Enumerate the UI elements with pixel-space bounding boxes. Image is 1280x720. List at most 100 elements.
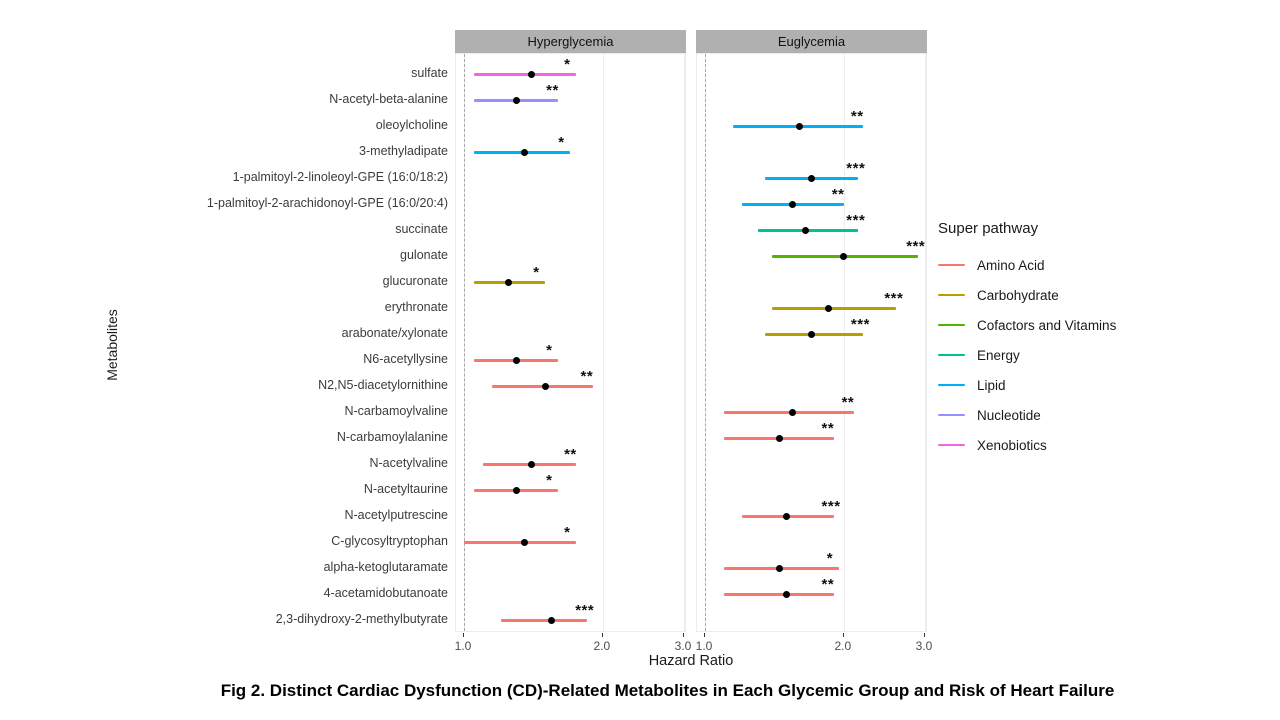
- significance-label: ***: [575, 602, 595, 619]
- metabolite-label: 4-acetamidobutanoate: [323, 586, 448, 600]
- metabolite-label: N6-acetyllysine: [363, 352, 448, 366]
- x-tick-mark: [704, 633, 705, 637]
- point-estimate: [527, 70, 535, 78]
- point-estimate: [513, 96, 521, 104]
- gridline: [684, 54, 685, 631]
- carbohydrate-key-line: [938, 293, 965, 297]
- x-tick-mark: [842, 633, 844, 637]
- significance-label: ***: [850, 316, 870, 333]
- significance-label: **: [546, 82, 559, 99]
- panel-euglycemia: ** *** ** *** *** *** *** ** ** *** * **: [696, 53, 927, 632]
- xenobiotics-key-line: [938, 443, 965, 447]
- panel-hyperglycemia: * ** * * * ** ** * * ***: [455, 53, 686, 632]
- metabolite-label: gulonate: [400, 248, 448, 262]
- significance-label: *: [564, 524, 571, 541]
- point-estimate: [807, 174, 815, 182]
- x-tick-mark: [601, 633, 603, 637]
- energy-key-line: [938, 353, 965, 357]
- point-estimate: [505, 278, 513, 286]
- figure-caption: Fig 2. Distinct Cardiac Dysfunction (CD)…: [220, 681, 1115, 700]
- significance-label: **: [831, 186, 845, 203]
- gridline: [843, 54, 845, 631]
- facet-strip-euglycemia: Euglycemia: [696, 30, 927, 53]
- ci-bar: [464, 541, 577, 544]
- point-estimate: [782, 590, 790, 598]
- metabolite-label: 2,3-dihydroxy-2-methylbutyrate: [275, 612, 448, 626]
- amino-acid-key-line: [938, 263, 965, 267]
- ci-bar: [473, 73, 577, 76]
- x-tick-label: 1.0: [454, 639, 472, 653]
- x-axis: 1.0 2.0 3.0 1.0 2.0 3.0: [0, 632, 1280, 662]
- lipid-key-line: [938, 383, 965, 387]
- legend-item-label: Amino Acid: [977, 257, 1045, 273]
- point-estimate: [840, 252, 848, 260]
- x-axis-title: Hazard Ratio: [648, 653, 734, 669]
- legend-item-label: Energy: [977, 347, 1020, 363]
- significance-label: ***: [906, 238, 926, 255]
- significance-label: ***: [846, 212, 866, 229]
- point-estimate: [520, 538, 528, 546]
- metabolite-label: succinate: [395, 222, 448, 236]
- x-tick-mark: [463, 633, 464, 637]
- cofactors-and-vitamins-key-line: [938, 323, 965, 327]
- metabolite-label: N-acetylvaline: [369, 456, 448, 470]
- legend-item: Carbohydrate: [938, 280, 1208, 310]
- point-estimate: [795, 122, 803, 130]
- point-estimate: [789, 408, 797, 416]
- metabolite-label: 1-palmitoyl-2-linoleoyl-GPE (16:0/18:2): [232, 170, 448, 184]
- significance-label: **: [821, 576, 835, 593]
- metabolite-label: N-acetylputrescine: [344, 508, 448, 522]
- point-estimate: [513, 356, 521, 364]
- metabolite-label: N-acetyltaurine: [363, 482, 448, 496]
- point-estimate: [775, 564, 783, 572]
- metabolite-label: 1-palmitoyl-2-arachidonoyl-GPE (16:0/20:…: [206, 196, 448, 210]
- significance-label: **: [841, 394, 855, 411]
- reference-line: [464, 54, 465, 631]
- x-tick-mark: [683, 633, 684, 637]
- metabolite-label: alpha-ketoglutaramate: [323, 560, 448, 574]
- x-tick-label: 2.0: [834, 639, 852, 653]
- x-tick-label: 1.0: [695, 639, 713, 653]
- point-estimate: [807, 330, 815, 338]
- x-tick-mark: [924, 633, 925, 637]
- ci-bar: [500, 619, 588, 622]
- point-estimate: [520, 148, 528, 156]
- significance-label: ***: [821, 498, 841, 515]
- point-estimate: [541, 382, 549, 390]
- gridline: [602, 54, 604, 631]
- legend-item: Lipid: [938, 370, 1208, 400]
- legend-item-label: Xenobiotics: [977, 437, 1047, 453]
- significance-label: *: [558, 134, 565, 151]
- legend-item: Energy: [938, 340, 1208, 370]
- significance-label: *: [546, 342, 553, 359]
- significance-label: **: [850, 108, 864, 125]
- significance-label: **: [564, 446, 577, 463]
- metabolite-label: arabonate/xylonate: [341, 326, 448, 340]
- significance-label: *: [546, 472, 553, 489]
- point-estimate: [801, 226, 809, 234]
- metabolite-label: erythronate: [384, 300, 448, 314]
- legend-item-label: Cofactors and Vitamins: [977, 317, 1117, 333]
- point-estimate: [775, 434, 783, 442]
- point-estimate: [789, 200, 797, 208]
- legend-item-label: Carbohydrate: [977, 287, 1059, 303]
- metabolite-label: N2,N5-diacetylornithine: [318, 378, 448, 392]
- legend-item: Nucleotide: [938, 400, 1208, 430]
- metabolite-label: glucuronate: [382, 274, 448, 288]
- point-estimate: [513, 486, 521, 494]
- y-axis-title: Metabolites: [104, 309, 120, 381]
- ci-bar: [724, 411, 854, 414]
- metabolite-label: C-glycosyltryptophan: [331, 534, 448, 548]
- legend-item: Xenobiotics: [938, 430, 1208, 460]
- reference-line: [705, 54, 706, 631]
- metabolite-label: oleoylcholine: [375, 118, 448, 132]
- nucleotide-key-line: [938, 413, 965, 417]
- metabolite-label: sulfate: [411, 66, 448, 80]
- metabolite-label: N-carbamoylvaline: [344, 404, 448, 418]
- point-estimate: [824, 304, 832, 312]
- legend-items: Amino Acid Carbohydrate Cofactors and Vita…: [938, 250, 1208, 460]
- significance-label: ***: [884, 290, 904, 307]
- significance-label: *: [564, 56, 571, 73]
- x-tick-label: 3.0: [674, 639, 692, 653]
